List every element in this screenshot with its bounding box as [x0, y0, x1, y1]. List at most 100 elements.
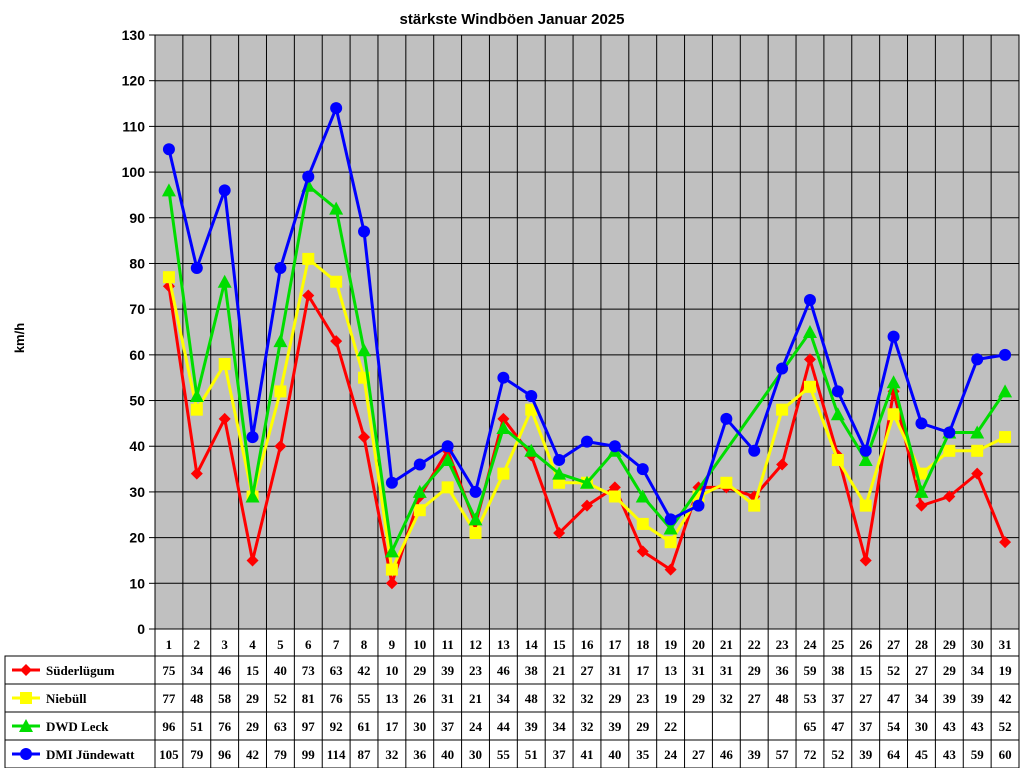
data-label: 46 — [720, 747, 734, 762]
data-point — [998, 384, 1013, 398]
x-tick-label: 26 — [859, 637, 873, 652]
data-label: 34 — [190, 663, 204, 678]
data-label: 40 — [441, 747, 454, 762]
data-label: 64 — [887, 747, 901, 762]
data-label: 79 — [190, 747, 204, 762]
data-label: 21 — [553, 663, 566, 678]
data-point — [19, 719, 33, 732]
data-label: 19 — [999, 663, 1013, 678]
data-label: 27 — [859, 691, 873, 706]
data-point — [859, 499, 872, 512]
x-tick-label: 14 — [525, 637, 539, 652]
data-point — [20, 664, 32, 676]
data-label: 72 — [803, 747, 816, 762]
data-point — [664, 563, 677, 576]
data-point — [302, 170, 315, 183]
data-label: 39 — [525, 719, 539, 734]
data-point — [161, 183, 176, 197]
data-label: 42 — [358, 663, 371, 678]
data-point — [720, 412, 733, 425]
series-DWD Leck — [161, 178, 1013, 558]
data-point — [803, 353, 816, 366]
data-label: 36 — [776, 663, 790, 678]
y-tick-label: 110 — [122, 118, 145, 134]
data-point — [20, 748, 32, 760]
data-point — [440, 452, 455, 466]
data-point — [469, 485, 482, 498]
data-label: 96 — [162, 719, 176, 734]
data-label: 15 — [859, 663, 873, 678]
data-label: 55 — [497, 747, 511, 762]
x-tick-label: 10 — [413, 637, 426, 652]
data-label: 35 — [636, 747, 650, 762]
x-tick-label: 27 — [887, 637, 901, 652]
data-point — [190, 262, 203, 275]
data-label: 27 — [748, 691, 762, 706]
x-tick-label: 30 — [971, 637, 984, 652]
y-tick-label: 0 — [137, 621, 145, 637]
data-label: 76 — [330, 691, 344, 706]
data-point — [552, 466, 567, 480]
data-label: 43 — [943, 747, 957, 762]
data-label: 92 — [330, 719, 343, 734]
data-label: 48 — [525, 691, 539, 706]
data-label: 114 — [327, 747, 346, 762]
x-tick-label: 5 — [277, 637, 284, 652]
y-tick-label: 80 — [129, 255, 145, 271]
data-label: 51 — [190, 719, 203, 734]
data-point — [218, 412, 231, 425]
data-label: 37 — [553, 747, 567, 762]
data-label: 31 — [720, 663, 733, 678]
data-point — [776, 458, 789, 471]
x-tick-label: 17 — [608, 637, 622, 652]
data-label: 79 — [274, 747, 288, 762]
data-point — [803, 294, 816, 307]
x-tick-label: 24 — [803, 637, 817, 652]
data-point — [218, 184, 231, 197]
data-point — [608, 490, 621, 503]
x-tick-label: 25 — [831, 637, 845, 652]
data-point — [887, 330, 900, 343]
data-point — [943, 444, 956, 457]
data-label: 52 — [274, 691, 287, 706]
data-label: 105 — [159, 747, 179, 762]
data-label: 43 — [943, 719, 957, 734]
y-tick-label: 20 — [129, 530, 145, 546]
y-tick-label: 10 — [129, 575, 145, 591]
data-label: 23 — [636, 691, 650, 706]
plot-area: 0 10 20 30 40 50 60 70 80 90 100 110 120 130 — [122, 27, 1020, 637]
x-tick-label: 6 — [305, 637, 312, 652]
data-point — [330, 335, 343, 348]
data-point — [20, 692, 32, 704]
data-label: 44 — [497, 719, 511, 734]
data-label: 48 — [776, 691, 790, 706]
data-label: 51 — [525, 747, 538, 762]
legend-entry: Niebüll — [46, 691, 87, 706]
series-Süderlügum — [162, 280, 1012, 590]
data-point — [886, 375, 901, 389]
x-tick-label: 18 — [636, 637, 650, 652]
data-point — [385, 577, 398, 590]
data-point — [246, 554, 259, 567]
data-point — [162, 143, 175, 156]
data-label: 54 — [887, 719, 901, 734]
data-label: 10 — [385, 663, 398, 678]
data-label: 34 — [553, 719, 567, 734]
data-point — [413, 504, 426, 517]
data-label: 17 — [385, 719, 399, 734]
data-point — [887, 408, 900, 421]
data-point — [971, 467, 984, 480]
y-tick-label: 50 — [129, 393, 145, 409]
data-point — [413, 458, 426, 471]
data-point — [497, 467, 510, 480]
data-point — [859, 444, 872, 457]
series-DMI Jündewatt — [162, 102, 1012, 526]
y-tick-label: 90 — [129, 210, 145, 226]
data-label: 47 — [831, 719, 845, 734]
y-tick-label: 30 — [129, 484, 145, 500]
data-label: 34 — [915, 691, 929, 706]
data-label: 34 — [497, 691, 511, 706]
data-label: 38 — [525, 663, 539, 678]
data-label: 40 — [274, 663, 287, 678]
